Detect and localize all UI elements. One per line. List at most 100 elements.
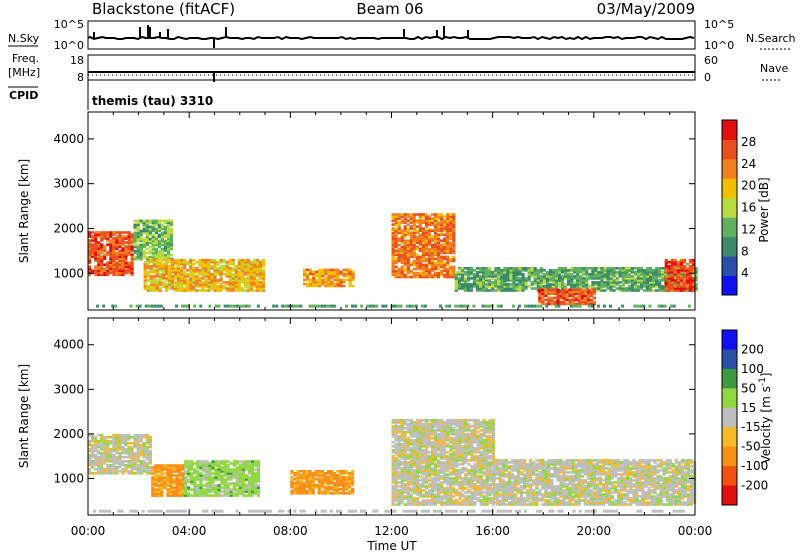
data-cell xyxy=(133,462,137,465)
data-cell xyxy=(103,437,107,441)
data-cell xyxy=(415,261,419,265)
data-cell xyxy=(446,229,450,232)
data-cell xyxy=(228,267,232,270)
data-cell xyxy=(427,267,432,271)
data-cell xyxy=(312,270,316,274)
data-cell xyxy=(443,421,447,424)
data-cell xyxy=(91,269,95,273)
data-cell xyxy=(485,277,489,280)
data-cell xyxy=(148,241,152,245)
data-cell xyxy=(466,271,471,274)
data-cell xyxy=(202,462,206,465)
data-cell xyxy=(645,281,650,284)
data-cell xyxy=(247,472,251,475)
data-cell xyxy=(91,239,95,242)
data-cell xyxy=(262,258,266,262)
data-cell xyxy=(524,287,528,290)
data-cell xyxy=(561,269,565,272)
data-cell xyxy=(424,485,429,488)
data-cell xyxy=(421,245,425,249)
data-cell xyxy=(172,486,176,489)
data-cell xyxy=(403,257,407,261)
freq-panel-frame xyxy=(87,54,696,81)
data-cell xyxy=(415,497,419,500)
data-cell xyxy=(408,304,412,308)
data-cell xyxy=(399,304,403,308)
data-cell xyxy=(409,459,413,462)
data-cell xyxy=(682,287,687,290)
data-cell xyxy=(403,503,407,506)
data-cell xyxy=(225,260,229,264)
data-cell xyxy=(482,283,486,286)
data-cell xyxy=(321,270,325,274)
data-cell xyxy=(424,443,429,446)
data-cell xyxy=(226,486,230,489)
data-cell xyxy=(673,269,677,272)
data-cell xyxy=(130,259,134,262)
data-cell xyxy=(437,275,441,279)
data-cell xyxy=(633,304,637,308)
data-cell xyxy=(582,277,586,280)
data-cell xyxy=(149,281,153,284)
data-cell xyxy=(157,488,161,491)
data-cell xyxy=(124,231,128,234)
data-cell xyxy=(142,241,146,245)
data-cell xyxy=(232,462,236,465)
data-cell xyxy=(642,304,646,308)
data-cell xyxy=(329,474,333,477)
data-cell xyxy=(241,486,245,489)
data-cell xyxy=(446,233,450,236)
data-cell xyxy=(333,278,337,282)
data-cell xyxy=(154,474,158,477)
data-cell xyxy=(208,480,212,483)
data-cell xyxy=(348,268,352,272)
data-cell xyxy=(158,263,162,266)
data-cell xyxy=(415,431,419,434)
data-cell xyxy=(161,273,166,276)
data-cell xyxy=(262,289,266,292)
data-cell xyxy=(91,460,95,463)
data-cell xyxy=(391,215,395,218)
data-cell xyxy=(494,267,498,270)
data-cell xyxy=(369,304,373,308)
data-cell xyxy=(118,255,122,258)
data-cell xyxy=(618,285,622,288)
data-cell xyxy=(440,481,444,484)
data-cell xyxy=(160,482,164,485)
data-cell xyxy=(682,283,687,286)
data-cell xyxy=(169,478,173,481)
data-cell xyxy=(139,451,143,455)
data-cell xyxy=(524,283,528,286)
data-cell xyxy=(585,279,589,282)
data-cell xyxy=(452,259,456,263)
data-cell xyxy=(112,470,116,473)
data-cell xyxy=(232,464,236,467)
data-cell xyxy=(195,285,199,288)
data-cell xyxy=(234,277,238,280)
data-cell xyxy=(139,437,143,441)
data-cell xyxy=(418,453,422,456)
data-cell xyxy=(440,431,444,434)
data-cell xyxy=(406,467,410,470)
data-cell xyxy=(412,487,416,490)
data-cell xyxy=(446,223,450,226)
data-cell xyxy=(670,279,674,282)
data-cell xyxy=(256,484,261,487)
data-cell xyxy=(412,481,416,484)
data-cell xyxy=(539,271,543,274)
data-cell xyxy=(235,480,239,483)
data-cell xyxy=(309,280,313,284)
data-cell xyxy=(187,462,191,465)
data-cell xyxy=(335,474,340,477)
data-cell xyxy=(249,269,254,272)
data-cell xyxy=(397,495,401,498)
data-cell xyxy=(437,241,441,245)
data-cell xyxy=(151,243,155,247)
data-cell xyxy=(154,472,158,475)
data-cell xyxy=(418,441,422,444)
data-cell xyxy=(403,439,407,442)
data-cell xyxy=(184,478,188,481)
data-cell xyxy=(397,445,401,448)
data-cell xyxy=(652,277,656,280)
data-cell xyxy=(427,467,432,470)
